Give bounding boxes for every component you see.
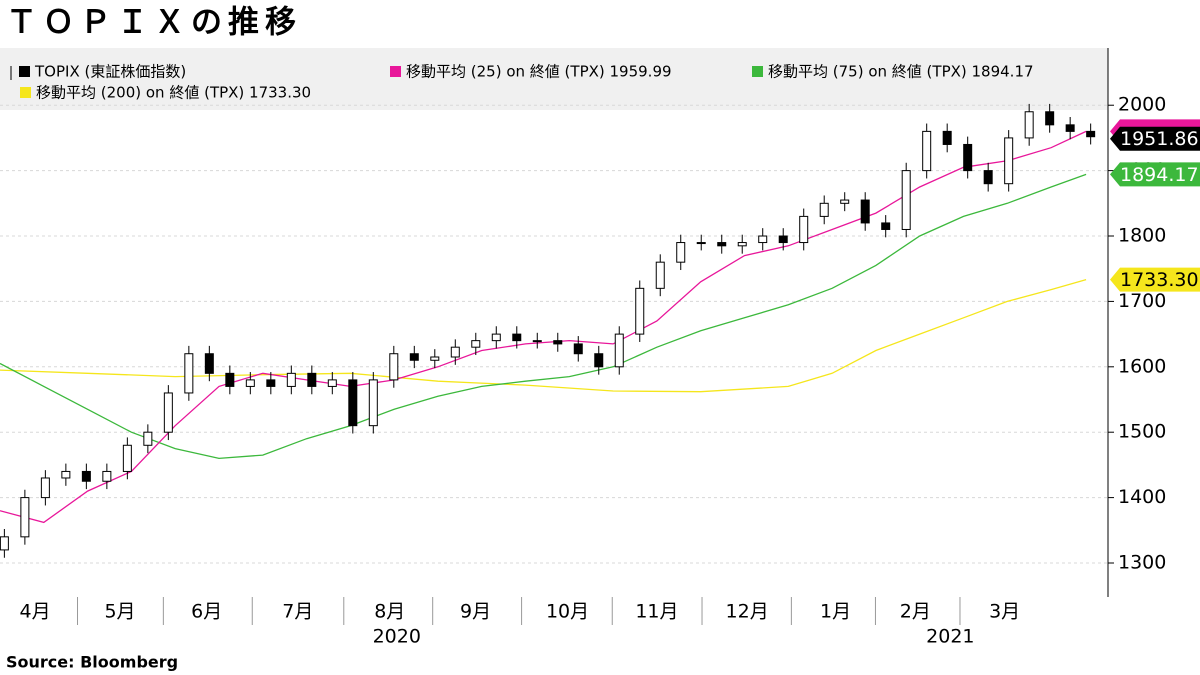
candle-body xyxy=(61,470,71,479)
value-tag xyxy=(1110,267,1200,292)
candle-body xyxy=(491,333,501,342)
legend-label: 移動平均 (75) on 終値 (TPX) 1894.17 xyxy=(768,63,1034,81)
candle-body xyxy=(901,170,911,230)
legend-band xyxy=(0,48,1108,110)
x-tick-label: 9月 xyxy=(460,601,491,623)
x-tick-label: 10月 xyxy=(546,601,589,623)
value-tag-label: 1733.30 xyxy=(1120,269,1199,291)
candle-body xyxy=(532,340,542,343)
candle-body xyxy=(0,536,9,551)
x-tick-label: 6月 xyxy=(191,601,222,623)
candle-body xyxy=(676,242,686,263)
x-tick-label: 4月 xyxy=(19,601,50,623)
candle-body xyxy=(1004,137,1014,185)
candle-body xyxy=(881,222,891,230)
candle-body xyxy=(225,372,235,387)
candle-body xyxy=(635,287,645,335)
candle-body xyxy=(573,343,583,355)
value-tag-label: 1951.86 xyxy=(1120,128,1199,150)
candle-body xyxy=(696,242,706,245)
x-tick-label: 12月 xyxy=(726,601,769,623)
candle-body xyxy=(163,392,173,433)
candle-body xyxy=(840,199,850,204)
y-tick-label: 1700 xyxy=(1118,290,1166,312)
candle-body xyxy=(102,470,112,482)
value-tag xyxy=(1110,162,1200,187)
candle-body xyxy=(553,340,563,345)
candle-body xyxy=(40,477,50,499)
candle-body xyxy=(963,143,973,172)
legend-icon xyxy=(752,66,763,77)
candle-body xyxy=(143,431,153,446)
x-tick-label: 2月 xyxy=(900,601,931,623)
candle-body xyxy=(1065,124,1075,132)
candle-body xyxy=(819,202,829,217)
candle-body xyxy=(860,199,870,224)
candle-body xyxy=(348,379,358,427)
x-tick-label: 7月 xyxy=(282,601,313,623)
y-tick-label: 1800 xyxy=(1118,225,1166,247)
candle-body xyxy=(737,242,747,247)
ma-line xyxy=(0,173,1087,460)
y-tick-label: 1500 xyxy=(1118,421,1166,443)
candle-body xyxy=(20,497,30,538)
candle-body xyxy=(799,215,809,244)
value-tag xyxy=(1110,126,1200,151)
candle-body xyxy=(922,130,932,172)
candle-body xyxy=(717,242,727,247)
candle-body xyxy=(81,470,91,482)
legend-label: 移動平均 (25) on 終値 (TPX) 1959.99 xyxy=(406,63,672,81)
candle-body xyxy=(245,379,255,387)
source: Source: Bloomberg xyxy=(6,653,178,672)
candle-body xyxy=(655,261,665,289)
legend-icon xyxy=(20,87,31,98)
y-tick-label: 1300 xyxy=(1118,551,1166,573)
candle-body xyxy=(450,346,460,358)
candle-body xyxy=(594,353,604,368)
ma-line xyxy=(0,130,1087,524)
candle-body xyxy=(204,353,214,374)
y-tick-label: 1600 xyxy=(1118,355,1166,377)
candle-body xyxy=(122,444,132,472)
legend-label: TOPIX (東証株価指数) xyxy=(34,63,186,81)
legend-label: 移動平均 (200) on 終値 (TPX) 1733.30 xyxy=(36,84,311,102)
legend-icon xyxy=(390,66,401,77)
x-tick-label: 3月 xyxy=(989,601,1020,623)
candle-body xyxy=(307,372,317,387)
y-tick-label: 1400 xyxy=(1118,486,1166,508)
candle-body xyxy=(778,235,788,244)
x-tick-label: 8月 xyxy=(374,601,405,623)
ma-line xyxy=(0,278,1087,393)
candle-body xyxy=(327,379,337,387)
year-label: 2021 xyxy=(926,626,974,648)
candle-body xyxy=(184,353,194,394)
chart-title: ＴＯＰＩＸの推移 xyxy=(6,5,302,41)
candle-body xyxy=(614,333,624,368)
x-tick-label: 5月 xyxy=(104,601,135,623)
candle-body xyxy=(758,235,768,244)
candle-body xyxy=(368,379,378,427)
candle-body xyxy=(286,372,296,387)
candle-body xyxy=(512,333,522,342)
candle-body xyxy=(983,170,993,185)
candle-body xyxy=(430,356,440,361)
candle-body xyxy=(1086,130,1096,138)
x-tick-label: 11月 xyxy=(635,601,678,623)
candle-body xyxy=(389,353,399,381)
legend-icon xyxy=(19,66,30,77)
candle-body xyxy=(942,130,952,145)
year-label: 2020 xyxy=(373,626,421,648)
y-tick-label: 2000 xyxy=(1118,94,1166,116)
candle-body xyxy=(1045,111,1055,126)
candle-body xyxy=(266,379,276,387)
x-tick-label: 1月 xyxy=(820,601,851,623)
value-tag-label: 1894.17 xyxy=(1120,164,1199,186)
candle-body xyxy=(409,353,419,361)
candle-body xyxy=(471,340,481,348)
candle-body xyxy=(1024,111,1034,139)
